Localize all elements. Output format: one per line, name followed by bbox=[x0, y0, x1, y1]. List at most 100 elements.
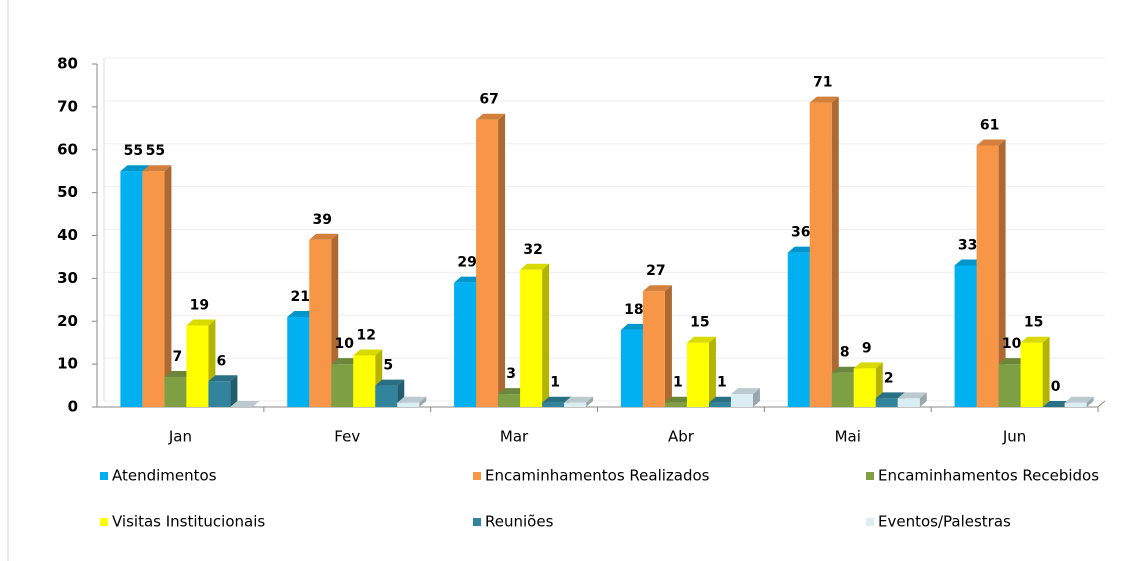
bar-top bbox=[375, 379, 405, 386]
bar-top bbox=[730, 388, 760, 395]
y-tick-label: 50 bbox=[57, 183, 78, 201]
data-label: 67 bbox=[479, 92, 498, 108]
bar-top bbox=[498, 388, 528, 395]
bar-top bbox=[897, 392, 927, 399]
bar bbox=[353, 355, 376, 407]
bar bbox=[454, 282, 477, 407]
x-tick-label: Abr bbox=[668, 428, 695, 446]
bar bbox=[998, 364, 1021, 407]
y-tick-label: 70 bbox=[57, 97, 78, 115]
legend-label: Encaminhamentos Recebidos bbox=[878, 467, 1099, 485]
bar-side bbox=[998, 139, 1006, 407]
data-label: 29 bbox=[457, 255, 476, 271]
bar bbox=[686, 342, 709, 407]
bar-top bbox=[831, 366, 861, 373]
bar bbox=[954, 265, 977, 407]
legend-swatch bbox=[100, 472, 108, 480]
bar-top bbox=[120, 165, 150, 172]
bar-side bbox=[230, 375, 238, 407]
data-label: 3 bbox=[506, 366, 516, 382]
data-label: 55 bbox=[146, 143, 165, 159]
bar bbox=[853, 368, 876, 407]
bar-top bbox=[230, 401, 260, 407]
bar bbox=[186, 325, 209, 407]
bar-top bbox=[542, 396, 572, 403]
bar-top bbox=[1042, 401, 1072, 407]
x-tick-label: Mai bbox=[835, 428, 861, 446]
data-label: 36 bbox=[791, 225, 810, 241]
data-label: 1 bbox=[550, 375, 560, 391]
y-tick-label: 10 bbox=[57, 355, 78, 373]
bar-top bbox=[454, 276, 484, 283]
bar-side bbox=[542, 263, 550, 407]
data-label: 0 bbox=[1051, 379, 1061, 395]
bar bbox=[730, 394, 753, 407]
bar-top bbox=[686, 336, 716, 343]
data-label: 9 bbox=[862, 340, 872, 356]
bar bbox=[309, 239, 332, 407]
data-label: 61 bbox=[980, 117, 999, 133]
bar-top bbox=[186, 319, 216, 326]
bar-top bbox=[853, 362, 883, 369]
bar bbox=[208, 381, 231, 407]
data-label: 8 bbox=[840, 345, 850, 361]
bar bbox=[331, 364, 354, 407]
bar-top bbox=[476, 113, 506, 120]
x-tick-label: Mar bbox=[500, 428, 529, 446]
bar-side bbox=[919, 392, 927, 407]
bar-top bbox=[397, 396, 427, 403]
bar bbox=[1020, 342, 1043, 407]
bar-top bbox=[520, 263, 550, 270]
bar-side bbox=[498, 113, 506, 408]
x-tick-label: Fev bbox=[334, 428, 360, 446]
data-label: 21 bbox=[291, 289, 310, 305]
bar-side bbox=[831, 96, 839, 408]
data-label: 2 bbox=[884, 370, 894, 386]
y-tick-label: 30 bbox=[57, 269, 78, 287]
data-label: 15 bbox=[690, 315, 709, 331]
legend-swatch bbox=[866, 472, 874, 480]
y-tick-label: 80 bbox=[57, 55, 78, 73]
bar bbox=[976, 145, 999, 407]
bar bbox=[809, 102, 832, 408]
bar bbox=[831, 372, 854, 407]
bar-side bbox=[752, 388, 760, 407]
data-label: 18 bbox=[624, 302, 643, 318]
bar-top bbox=[1020, 336, 1050, 343]
bar-top bbox=[353, 349, 383, 356]
legend-swatch bbox=[473, 518, 481, 526]
y-tick-label: 0 bbox=[68, 398, 78, 416]
data-label: 6 bbox=[217, 353, 227, 369]
bar-top bbox=[564, 396, 594, 403]
bar bbox=[708, 402, 731, 407]
data-label: 39 bbox=[313, 212, 332, 228]
bar bbox=[1064, 402, 1087, 407]
legend-swatch bbox=[473, 472, 481, 480]
bar-top bbox=[208, 375, 238, 382]
legend-label: Reuniões bbox=[485, 513, 554, 531]
bar-top bbox=[708, 396, 738, 403]
bar-top bbox=[809, 96, 839, 103]
bar bbox=[642, 291, 665, 407]
legend-swatch bbox=[100, 518, 108, 526]
data-label: 12 bbox=[357, 328, 376, 344]
bar bbox=[664, 402, 687, 407]
data-label: 33 bbox=[958, 238, 977, 254]
y-tick-label: 20 bbox=[57, 312, 78, 330]
bar bbox=[542, 402, 565, 407]
legend-swatch bbox=[866, 518, 874, 526]
bar-top bbox=[620, 323, 650, 330]
bar-top bbox=[954, 259, 984, 266]
data-label: 7 bbox=[173, 349, 183, 365]
y-tick-label: 40 bbox=[57, 226, 78, 244]
bar-top bbox=[642, 285, 672, 292]
bar-top bbox=[664, 396, 694, 403]
bar bbox=[897, 398, 920, 407]
data-label: 1 bbox=[673, 375, 683, 391]
bar bbox=[397, 402, 420, 407]
bar-top bbox=[142, 165, 172, 172]
legend-label: Visitas Institucionais bbox=[112, 513, 265, 531]
bar bbox=[287, 316, 310, 407]
data-label: 10 bbox=[335, 336, 355, 352]
